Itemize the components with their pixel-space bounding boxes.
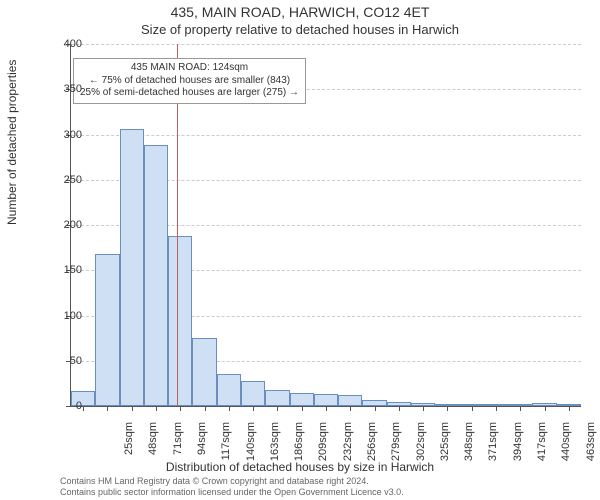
bar (314, 394, 338, 406)
xtick-label: 348sqm (463, 422, 475, 472)
gridline (71, 44, 581, 45)
xtick-mark (302, 406, 303, 411)
ytick-label: 200 (42, 219, 82, 231)
ytick-label: 250 (42, 174, 82, 186)
xtick-mark (156, 406, 157, 411)
y-axis-label: Number of detached properties (5, 60, 19, 225)
xtick-mark (447, 406, 448, 411)
ytick-label: 0 (42, 400, 82, 412)
xtick-mark (496, 406, 497, 411)
annotation-box: 435 MAIN ROAD: 124sqm← 75% of detached h… (73, 58, 306, 104)
bar (241, 381, 265, 406)
xtick-mark (132, 406, 133, 411)
xtick-label: 440sqm (560, 422, 572, 472)
xtick-mark (253, 406, 254, 411)
xtick-label: 232sqm (342, 422, 354, 472)
bar (144, 145, 168, 406)
bar (192, 338, 216, 406)
ytick-label: 350 (42, 83, 82, 95)
xtick-mark (107, 406, 108, 411)
xtick-mark (229, 406, 230, 411)
bar (120, 129, 144, 406)
xtick-mark (326, 406, 327, 411)
annotation-line: 25% of semi-detached houses are larger (… (80, 87, 299, 100)
chart-title-sub: Size of property relative to detached ho… (0, 22, 600, 37)
gridline (71, 135, 581, 136)
chart-container: 435, MAIN ROAD, HARWICH, CO12 4ET Size o… (0, 0, 600, 500)
xtick-mark (520, 406, 521, 411)
annotation-line: ← 75% of detached houses are smaller (84… (80, 75, 299, 88)
xtick-label: 117sqm (220, 422, 232, 472)
xtick-mark (399, 406, 400, 411)
xtick-label: 394sqm (512, 422, 524, 472)
xtick-label: 325sqm (439, 422, 451, 472)
xtick-mark (180, 406, 181, 411)
plot-area: 435 MAIN ROAD: 124sqm← 75% of detached h… (70, 44, 581, 407)
ytick-label: 300 (42, 129, 82, 141)
xtick-label: 71sqm (172, 422, 184, 472)
xtick-mark (350, 406, 351, 411)
bar (168, 236, 192, 406)
xtick-label: 48sqm (147, 422, 159, 472)
chart-title-address: 435, MAIN ROAD, HARWICH, CO12 4ET (0, 4, 600, 20)
caption-line1: Contains HM Land Registry data © Crown c… (60, 476, 404, 487)
xtick-label: 302sqm (415, 422, 427, 472)
xtick-mark (472, 406, 473, 411)
xtick-label: 463sqm (585, 422, 597, 472)
caption-line2: Contains public sector information licen… (60, 487, 404, 498)
xtick-label: 256sqm (366, 422, 378, 472)
xtick-label: 186sqm (293, 422, 305, 472)
bar (95, 254, 119, 406)
ytick-label: 50 (42, 355, 82, 367)
xtick-label: 371sqm (487, 422, 499, 472)
xtick-mark (423, 406, 424, 411)
xtick-label: 209sqm (317, 422, 329, 472)
xtick-mark (205, 406, 206, 411)
xtick-mark (83, 406, 84, 411)
bar (265, 390, 289, 406)
bar (338, 395, 362, 406)
ytick-label: 400 (42, 38, 82, 50)
annotation-line: 435 MAIN ROAD: 124sqm (80, 62, 299, 75)
xtick-mark (375, 406, 376, 411)
ytick-label: 150 (42, 264, 82, 276)
xtick-mark (277, 406, 278, 411)
caption: Contains HM Land Registry data © Crown c… (60, 476, 404, 498)
bar (217, 374, 241, 406)
xtick-mark (569, 406, 570, 411)
xtick-label: 140sqm (245, 422, 257, 472)
ytick-label: 100 (42, 310, 82, 322)
xtick-label: 94sqm (196, 422, 208, 472)
bar (290, 393, 314, 406)
xtick-label: 279sqm (390, 422, 402, 472)
xtick-label: 417sqm (536, 422, 548, 472)
xtick-label: 163sqm (269, 422, 281, 472)
xtick-label: 25sqm (123, 422, 135, 472)
xtick-mark (545, 406, 546, 411)
